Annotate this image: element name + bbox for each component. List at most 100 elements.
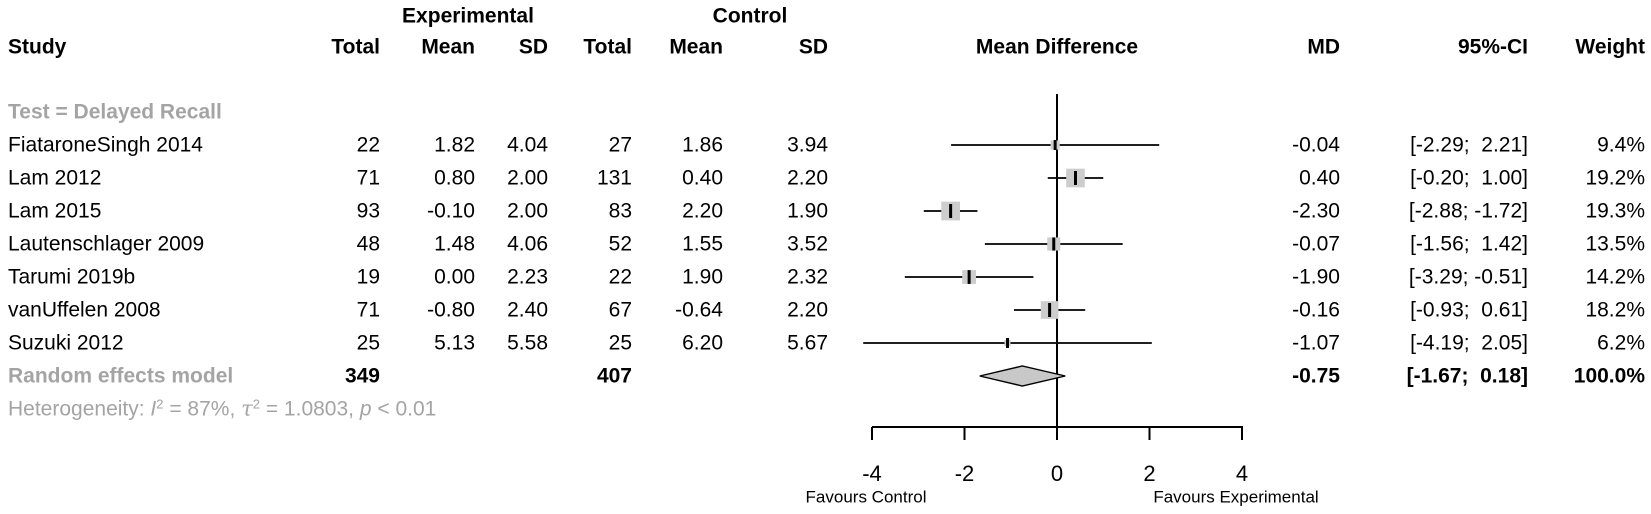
ctrl-sd-cell: 5.67 xyxy=(787,331,828,355)
effect-tick xyxy=(949,204,953,218)
ci-cell: [-1.56; 1.42] xyxy=(1410,232,1528,256)
x-axis-tick-label: -4 xyxy=(862,461,882,486)
exp-mean-cell: -0.10 xyxy=(427,199,475,223)
favours-control-label: Favours Control xyxy=(805,487,927,507)
md-cell: -1.07 xyxy=(1292,331,1340,355)
ctrl-total-cell: 131 xyxy=(596,166,632,190)
ctrl-mean-cell: 6.20 xyxy=(682,331,723,355)
x-axis-tick-label: -2 xyxy=(954,461,975,486)
ci-cell: [-0.20; 1.00] xyxy=(1410,166,1528,190)
ctrl-total-cell: 22 xyxy=(608,265,632,289)
pooled-exp-total-cell: 349 xyxy=(344,364,380,388)
ctrl-sd-cell: 3.94 xyxy=(787,133,828,157)
header-group-control: Control xyxy=(712,4,788,28)
pooled-label: Random effects model xyxy=(8,364,234,388)
study-name: Lam 2015 xyxy=(8,199,102,223)
exp-sd-cell: 4.04 xyxy=(507,133,548,157)
ctrl-mean-cell: 1.86 xyxy=(682,133,723,157)
study-name: FiataroneSingh 2014 xyxy=(8,133,203,157)
ctrl-mean-cell: 1.55 xyxy=(682,232,723,256)
ctrl-total-cell: 27 xyxy=(608,133,632,157)
header-group-experimental: Experimental xyxy=(402,4,534,28)
md-cell: -0.07 xyxy=(1292,232,1340,256)
header-md: MD xyxy=(1307,35,1340,59)
exp-sd-cell: 2.00 xyxy=(507,166,548,190)
ci-cell: [-3.29; -0.51] xyxy=(1408,265,1528,289)
pooled-ci-cell: [-1.67; 0.18] xyxy=(1406,364,1528,388)
heterogeneity-text: Heterogeneity: I2 = 87%, τ2 = 1.0803, p … xyxy=(8,396,437,421)
exp-sd-cell: 2.23 xyxy=(507,265,548,289)
header-exp-mean: Mean xyxy=(421,35,475,59)
ctrl-sd-cell: 3.52 xyxy=(787,232,828,256)
exp-total-cell: 19 xyxy=(356,265,380,289)
weight-cell: 14.2% xyxy=(1585,265,1645,289)
exp-sd-cell: 5.58 xyxy=(507,331,548,355)
ctrl-sd-cell: 1.90 xyxy=(787,199,828,223)
ctrl-sd-cell: 2.20 xyxy=(787,166,828,190)
md-cell: -0.16 xyxy=(1292,298,1340,322)
study-name: vanUffelen 2008 xyxy=(8,298,161,322)
exp-total-cell: 93 xyxy=(356,199,380,223)
study-name: Suzuki 2012 xyxy=(8,331,124,355)
ctrl-mean-cell: 0.40 xyxy=(682,166,723,190)
header-ctrl-mean: Mean xyxy=(669,35,723,59)
md-cell: -2.30 xyxy=(1292,199,1340,223)
het-i2-symbol: I xyxy=(150,397,157,421)
ctrl-mean-cell: 1.90 xyxy=(682,265,723,289)
exp-total-cell: 71 xyxy=(356,298,380,322)
x-axis-tick-label: 4 xyxy=(1235,461,1249,486)
header-weight: Weight xyxy=(1575,35,1645,59)
study-name: Lautenschlager 2009 xyxy=(8,232,205,256)
ci-cell: [-2.29; 2.21] xyxy=(1410,133,1528,157)
het-tau-sup: 2 xyxy=(252,396,260,412)
effect-tick xyxy=(967,270,971,284)
exp-sd-cell: 4.06 xyxy=(507,232,548,256)
exp-total-cell: 25 xyxy=(356,331,380,355)
ctrl-mean-cell: -0.64 xyxy=(675,298,723,322)
weight-cell: 9.4% xyxy=(1597,133,1645,157)
study-name: Tarumi 2019b xyxy=(8,265,136,289)
ci-cell: [-0.93; 0.61] xyxy=(1410,298,1528,322)
ctrl-total-cell: 67 xyxy=(608,298,632,322)
het-tau-symbol: τ xyxy=(241,396,253,421)
md-cell: -1.90 xyxy=(1292,265,1340,289)
ci-cell: [-2.88; -1.72] xyxy=(1408,199,1528,223)
exp-mean-cell: 1.48 xyxy=(434,232,475,256)
pooled-diamond xyxy=(979,365,1066,387)
exp-mean-cell: 0.00 xyxy=(434,265,475,289)
weight-cell: 18.2% xyxy=(1585,298,1645,322)
weight-cell: 6.2% xyxy=(1597,331,1645,355)
het-tau-value: = 1.0803, xyxy=(260,397,360,421)
ctrl-total-cell: 83 xyxy=(608,199,632,223)
ctrl-total-cell: 25 xyxy=(608,331,632,355)
ctrl-mean-cell: 2.20 xyxy=(682,199,723,223)
header-effect-measure: Mean Difference xyxy=(975,35,1139,59)
header-ci: 95%-CI xyxy=(1457,35,1528,59)
exp-total-cell: 48 xyxy=(356,232,380,256)
study-name: Lam 2012 xyxy=(8,166,102,190)
het-p-symbol: p xyxy=(359,397,372,421)
het-i2-value: = 87%, xyxy=(163,397,242,421)
subgroup-label: Test = Delayed Recall xyxy=(8,100,222,124)
effect-tick xyxy=(1006,338,1010,348)
ctrl-sd-cell: 2.20 xyxy=(787,298,828,322)
exp-sd-cell: 2.00 xyxy=(507,199,548,223)
het-i2-sup: 2 xyxy=(156,396,164,412)
exp-sd-cell: 2.40 xyxy=(507,298,548,322)
pooled-ctrl-total-cell: 407 xyxy=(596,364,632,388)
header-ctrl-sd: SD xyxy=(798,35,828,59)
exp-mean-cell: 0.80 xyxy=(434,166,475,190)
het-p-value: < 0.01 xyxy=(371,397,437,421)
effect-tick xyxy=(1074,171,1077,185)
ctrl-total-cell: 52 xyxy=(608,232,632,256)
header-exp-total: Total xyxy=(331,35,380,59)
md-cell: 0.40 xyxy=(1299,166,1340,190)
x-axis-tick-label: 2 xyxy=(1143,461,1156,486)
effect-tick xyxy=(1053,140,1057,150)
ci-cell: [-4.19; 2.05] xyxy=(1410,331,1528,355)
pooled-weight-cell: 100.0% xyxy=(1573,364,1645,388)
pooled-md-cell: -0.75 xyxy=(1292,364,1340,388)
header-study: Study xyxy=(8,35,67,59)
